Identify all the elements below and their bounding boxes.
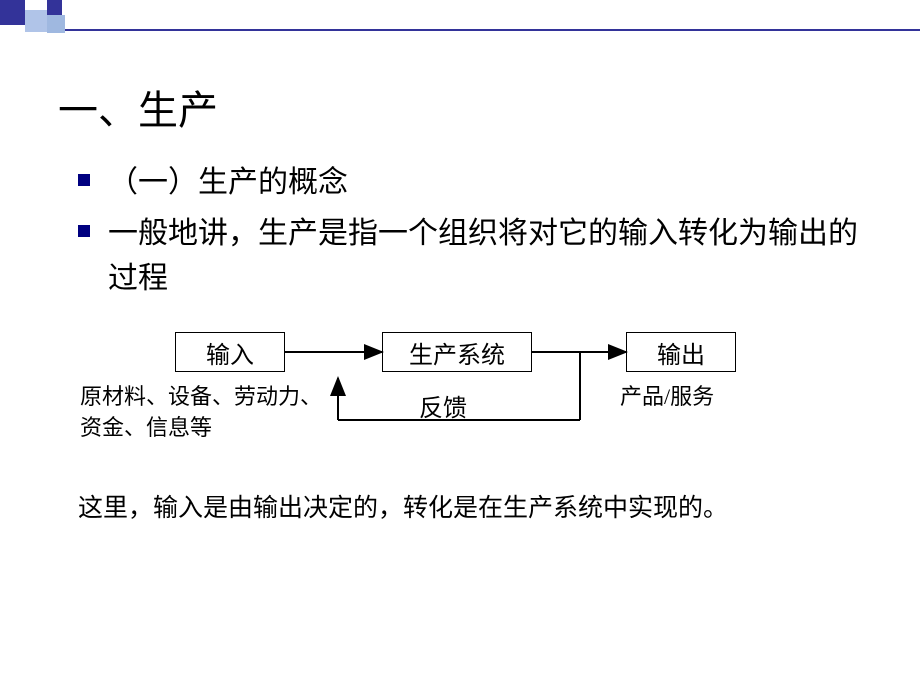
feedback-label: 反馈: [419, 388, 467, 423]
bullet-icon: [78, 174, 90, 186]
bullet-text: （一）生产的概念: [108, 160, 348, 205]
bullet-list: （一）生产的概念 一般地讲，生产是指一个组织将对它的输入转化为输出的过程: [78, 160, 878, 307]
bullet-item: （一）生产的概念: [78, 160, 878, 205]
input-sublabel: 原材料、设备、劳动力、资金、信息等: [80, 382, 330, 444]
top-decoration: [0, 0, 920, 40]
decoration-svg: [0, 0, 920, 40]
output-sublabel: 产品/服务: [620, 382, 714, 413]
bullet-text: 一般地讲，生产是指一个组织将对它的输入转化为输出的过程: [108, 211, 878, 301]
bullet-item: 一般地讲，生产是指一个组织将对它的输入转化为输出的过程: [78, 211, 878, 301]
conclusion-text: 这里，输入是由输出决定的，转化是在生产系统中实现的。: [78, 488, 728, 524]
page-title: 一、生产: [58, 78, 218, 136]
bullet-icon: [78, 225, 90, 237]
diagram-area: 输入 生产系统 输出 原材料、设备、劳动力、资金、信息等 产品/服务 反馈: [0, 320, 920, 480]
